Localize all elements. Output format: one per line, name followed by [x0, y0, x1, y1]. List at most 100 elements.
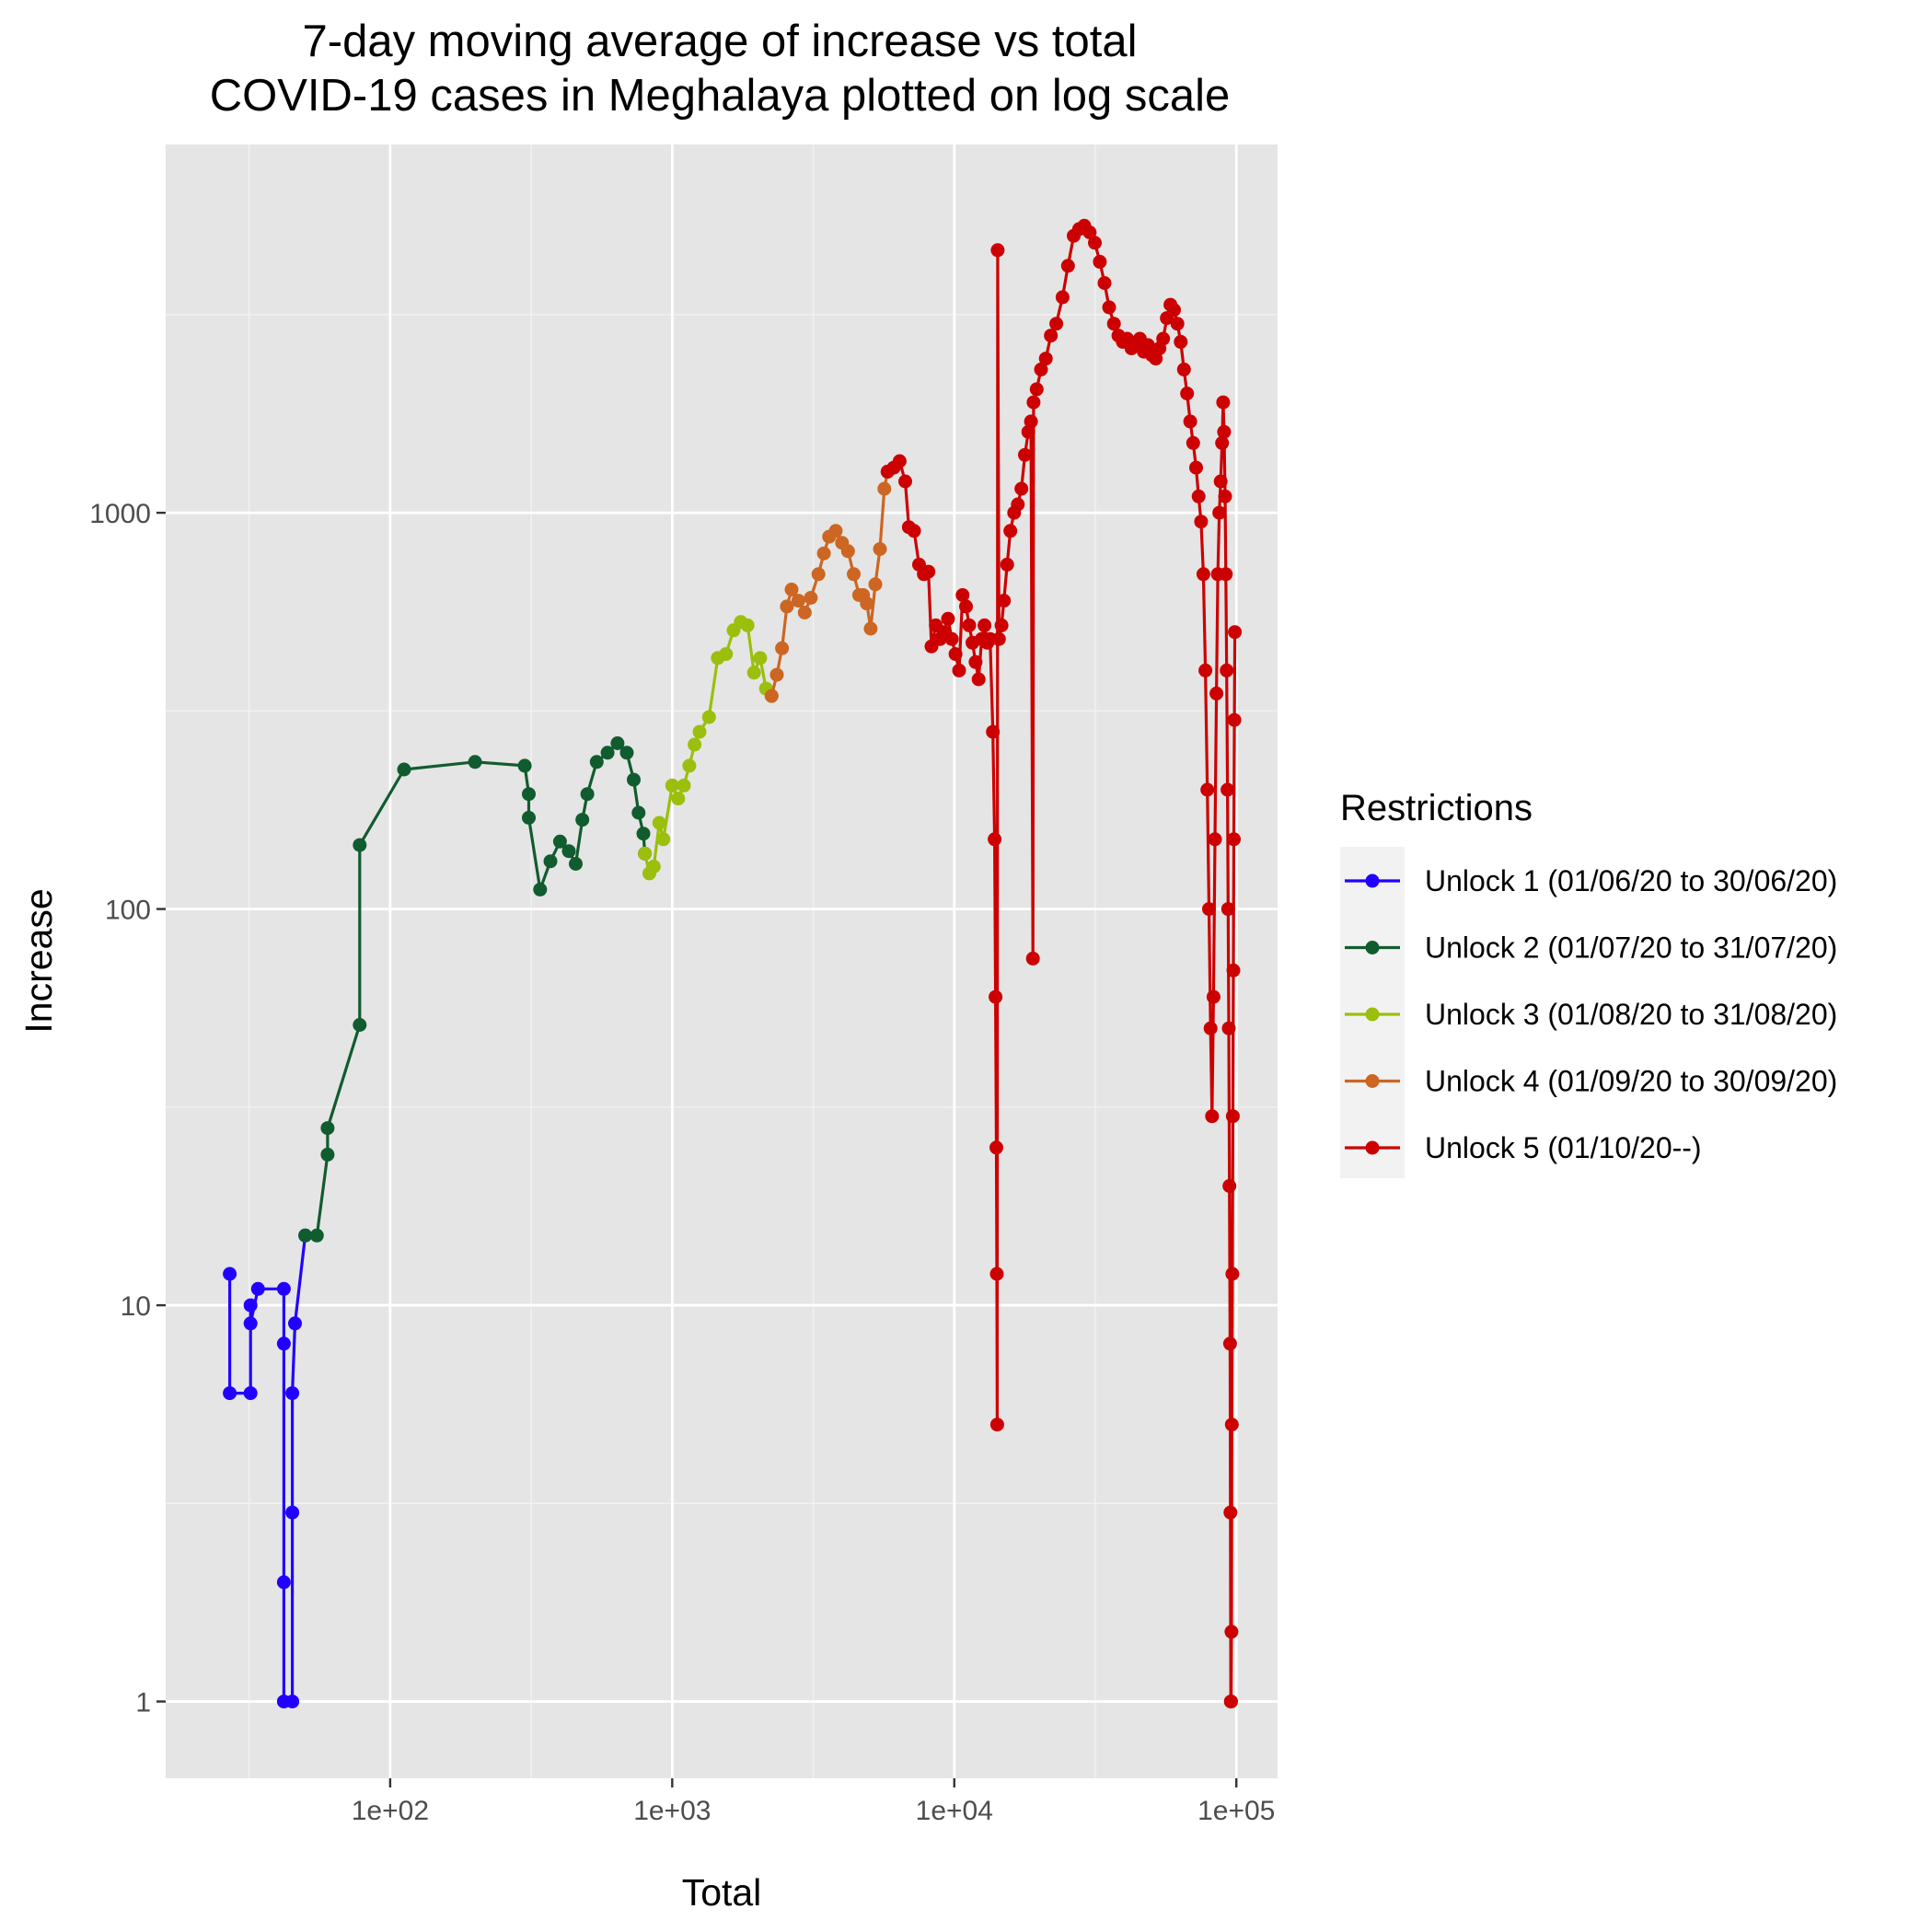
series-point	[1223, 1505, 1238, 1520]
series-point	[1226, 963, 1241, 978]
series-point	[677, 778, 691, 792]
series-point	[522, 810, 536, 825]
series-point	[353, 838, 367, 852]
y-tick-label: 100	[105, 896, 151, 926]
series-point	[1220, 663, 1234, 677]
series-point	[1000, 557, 1014, 572]
series-point	[1102, 300, 1116, 315]
series-point	[619, 746, 634, 760]
x-tick-label: 1e+04	[916, 1796, 993, 1826]
series-point	[780, 599, 794, 614]
series-point	[636, 827, 651, 841]
series-point	[1189, 460, 1203, 475]
series-point	[1228, 625, 1243, 640]
series-point	[627, 772, 641, 787]
series-point	[1024, 414, 1038, 429]
series-point	[288, 1316, 302, 1331]
series-point	[600, 746, 615, 760]
legend-key-point	[1365, 941, 1380, 954]
series-point	[1167, 303, 1181, 318]
series-point	[1038, 352, 1053, 366]
legend-label: Unlock 3 (01/08/20 to 31/08/20)	[1425, 998, 1837, 1031]
series-point	[580, 787, 595, 802]
legend-label: Unlock 1 (01/06/20 to 30/06/20)	[1425, 864, 1837, 897]
series-point	[1014, 481, 1029, 496]
series-point	[1222, 1336, 1237, 1351]
chart-title-line-2: COVID-19 cases in Meghalaya plotted on l…	[210, 71, 1231, 121]
series-point	[1025, 951, 1040, 966]
series-point	[1216, 395, 1231, 410]
series-point	[907, 524, 921, 538]
series-point	[989, 1267, 1004, 1281]
series-point	[971, 672, 986, 687]
series-point	[688, 737, 702, 752]
series-point	[652, 816, 666, 830]
series-point	[665, 778, 679, 792]
series-point	[775, 641, 790, 655]
legend-key-point	[1365, 873, 1380, 888]
series-point	[860, 596, 874, 611]
series-point	[1191, 489, 1206, 503]
series-point	[1011, 497, 1025, 512]
legend-key-point	[1365, 1074, 1380, 1088]
y-tick-labels: 1 10 100 1000	[89, 499, 151, 1718]
series-point	[1055, 290, 1070, 305]
series-point	[610, 736, 625, 750]
series-point	[1194, 515, 1209, 529]
series-point	[517, 758, 532, 773]
series-point	[701, 710, 716, 724]
y-tick-label: 10	[121, 1291, 151, 1322]
series-point	[276, 1575, 291, 1590]
series-point	[840, 544, 855, 559]
y-tick-label: 1	[135, 1688, 151, 1718]
series-point	[769, 667, 784, 682]
series-3	[638, 615, 779, 881]
series-point	[989, 1417, 1004, 1432]
series-point	[1218, 489, 1232, 503]
x-tick-label: 1e+05	[1197, 1796, 1275, 1826]
series-point	[986, 724, 1001, 739]
series-point	[1198, 663, 1213, 677]
series-point	[989, 989, 1003, 1004]
series-point	[797, 606, 812, 619]
series-point	[1183, 414, 1197, 429]
x-tick-label: 1e+02	[352, 1796, 429, 1826]
series-point	[309, 1228, 324, 1243]
series-point	[1213, 474, 1228, 489]
series-point	[223, 1267, 237, 1281]
series-point	[873, 542, 887, 556]
series-point	[1044, 329, 1059, 343]
legend-label: Unlock 4 (01/09/20 to 30/09/20)	[1425, 1065, 1837, 1098]
series-point	[552, 834, 567, 849]
series-point	[397, 762, 411, 777]
series-point	[753, 651, 768, 665]
series-point	[1202, 902, 1216, 917]
series-point	[1215, 435, 1230, 450]
series-point	[989, 1140, 1003, 1155]
series-point	[1224, 1625, 1239, 1639]
series-point	[320, 1147, 335, 1162]
series-point	[863, 621, 878, 636]
series-point	[1208, 832, 1222, 847]
axis-ticks	[156, 511, 1238, 1787]
series-point	[828, 524, 843, 538]
series-point	[962, 618, 977, 632]
series-point	[1212, 505, 1227, 520]
series-point	[978, 618, 992, 632]
series-point	[1221, 902, 1235, 917]
series-point	[1156, 331, 1171, 346]
series-point	[682, 758, 697, 773]
series-point	[671, 792, 686, 806]
series-point	[784, 583, 799, 596]
series-point	[1221, 782, 1235, 797]
y-tick-label: 1000	[89, 499, 151, 529]
series-point	[990, 243, 1005, 258]
series-point	[746, 665, 761, 680]
series-point	[543, 854, 558, 869]
series-point	[921, 564, 936, 579]
legend-key-point	[1365, 1140, 1380, 1155]
series-point	[631, 805, 646, 820]
series-point	[298, 1228, 313, 1243]
series-point	[533, 882, 548, 897]
x-tick-labels: 1e+02 1e+03 1e+04 1e+05	[352, 1796, 1276, 1826]
